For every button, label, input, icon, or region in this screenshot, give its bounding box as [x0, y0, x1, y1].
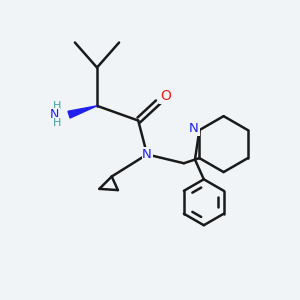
Text: H: H [53, 118, 61, 128]
Text: N: N [189, 122, 199, 135]
Text: H: H [53, 101, 61, 111]
Polygon shape [68, 106, 97, 118]
Text: O: O [160, 89, 171, 103]
Text: N: N [142, 148, 152, 161]
Text: N: N [50, 108, 59, 121]
